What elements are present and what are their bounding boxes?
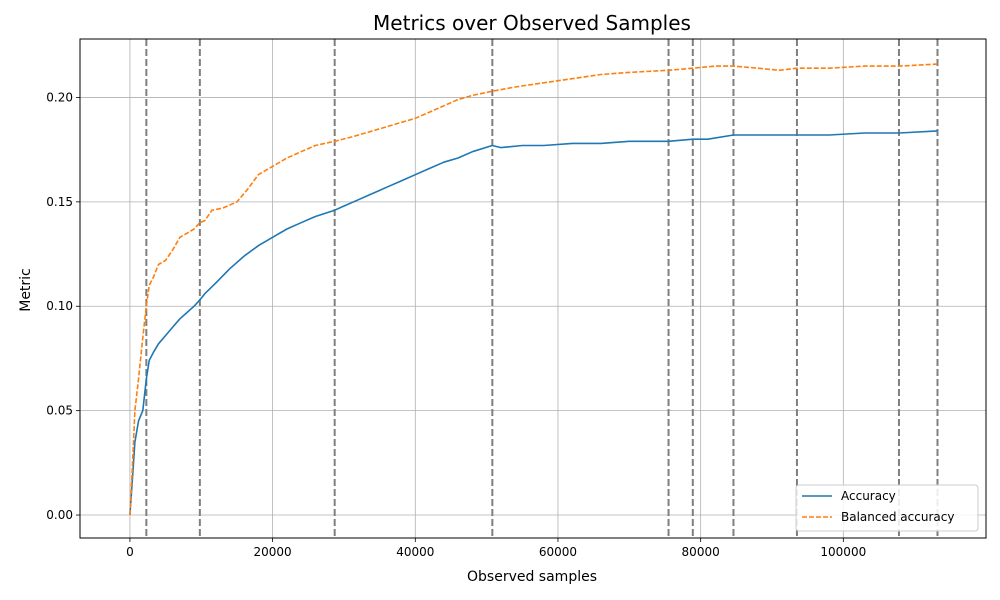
x-axis-title: Observed samples bbox=[467, 569, 597, 585]
legend-label-balanced-accuracy: Balanced accuracy bbox=[841, 510, 954, 524]
series-layer bbox=[129, 63, 938, 516]
legend-label-accuracy: Accuracy bbox=[841, 489, 896, 503]
vertical-marker-lines bbox=[145, 39, 939, 538]
legend-box bbox=[795, 484, 979, 532]
x-tick-label: 80000 bbox=[682, 545, 720, 559]
y-axis-title: Metric bbox=[18, 268, 34, 312]
x-tick-label: 0 bbox=[126, 545, 134, 559]
x-tick-label: 100000 bbox=[820, 545, 866, 559]
y-tick-label: 0.00 bbox=[46, 508, 73, 522]
series-line-accuracy bbox=[129, 130, 938, 516]
x-tick-label: 60000 bbox=[539, 545, 577, 559]
y-tick-label: 0.05 bbox=[46, 404, 73, 418]
y-tick-label: 0.10 bbox=[46, 299, 73, 313]
series-line-balanced-accuracy bbox=[129, 63, 938, 516]
chart-title: Metrics over Observed Samples bbox=[373, 11, 691, 35]
plot-frame bbox=[79, 38, 987, 539]
y-tick-label: 0.20 bbox=[46, 90, 73, 104]
y-tick-label: 0.15 bbox=[46, 195, 73, 209]
y-axis-ticks: 0.00 0.05 0.10 0.15 0.20 bbox=[46, 90, 80, 522]
x-tick-label: 20000 bbox=[254, 545, 292, 559]
legend: Accuracy Balanced accuracy bbox=[795, 484, 979, 532]
x-tick-label: 40000 bbox=[396, 545, 434, 559]
x-axis-ticks: 0 20000 40000 60000 80000 100000 bbox=[126, 538, 866, 559]
